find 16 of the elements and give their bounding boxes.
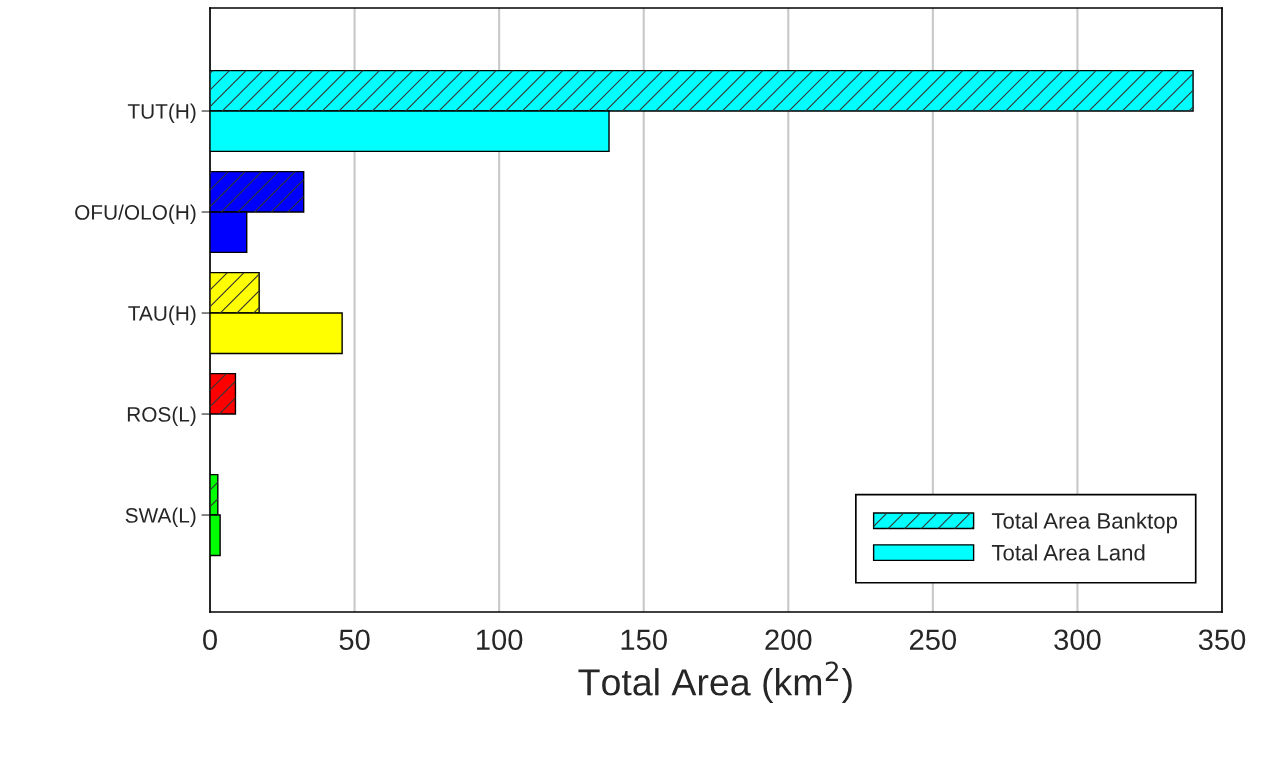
legend-label: Total Area Banktop [991,512,1178,534]
x-tick-label: 300 [1054,629,1101,651]
y-tick-label: ROS(L) [127,406,196,426]
x-tick-label: 200 [765,629,812,651]
y-tick-label: OFU/OLO(H) [75,204,196,224]
legend-label: Total Area Land [991,544,1145,561]
x-tick-label: 50 [339,629,370,651]
x-tick-label: 150 [621,629,667,651]
y-tick-label: SWA(L) [125,507,196,527]
x-tick-label: 100 [477,629,523,651]
x-tick-label: 250 [910,629,957,651]
x-axis-title: Total Area (km$^{2}$) [578,661,852,704]
y-tick-label: TUT(H) [127,103,196,123]
y-tick-label: TAU(H) [128,305,196,325]
x-tick-label: 0 [203,629,217,651]
x-tick-label: 350 [1198,629,1246,651]
